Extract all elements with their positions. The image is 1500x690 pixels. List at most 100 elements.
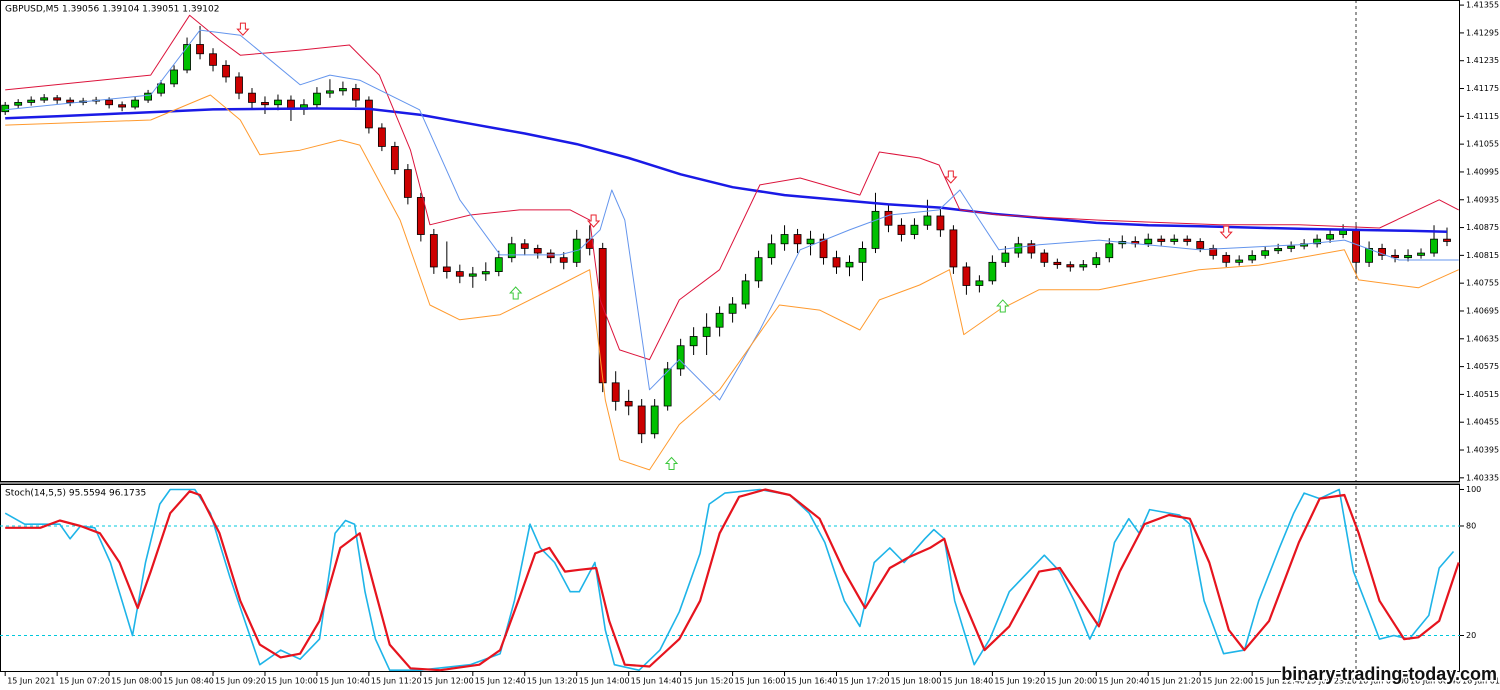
y-tick-label: 1.41115 — [1466, 112, 1499, 121]
x-tick-label: 15 Jun 17:20 — [839, 677, 890, 686]
candle-body — [326, 90, 334, 94]
candle-body — [222, 64, 230, 78]
x-tick-label: 15 Jun 08:00 — [111, 677, 162, 686]
candle-body — [27, 99, 36, 103]
signal-arrow — [236, 22, 250, 36]
candle-body — [624, 400, 633, 407]
y-tick-label: 1.41295 — [1466, 28, 1499, 37]
y-tick-label: 80 — [1466, 521, 1476, 530]
x-tick-label: 15 Jun 12:00 — [423, 677, 474, 686]
x-tick-label: 15 Jun 07:20 — [59, 677, 110, 686]
x-tick-label: 15 Jun 12:40 — [475, 677, 526, 686]
candle-body — [1235, 259, 1244, 263]
x-tick-label: 15 Jun 08:40 — [163, 677, 214, 686]
candle-body — [1105, 243, 1114, 259]
candle-body — [364, 99, 373, 129]
chart-title: Stoch(14,5,5) 95.5594 96.1735 — [5, 489, 146, 499]
y-tick-label: 1.41235 — [1466, 56, 1499, 65]
candle-body — [962, 266, 971, 286]
x-tick-label: 15 Jun 15:20 — [683, 677, 734, 686]
y-tick-label: 1.40515 — [1466, 390, 1499, 399]
candle-body — [1, 104, 10, 113]
candle-body — [871, 210, 880, 249]
candle-body — [131, 99, 139, 108]
candle-body — [1027, 243, 1036, 254]
candle-body — [1378, 248, 1386, 256]
x-tick-label: 15 Jun 23:20 — [1306, 677, 1357, 686]
x-tick-label: 15 Jun 09:20 — [215, 677, 266, 686]
candle-body — [949, 229, 958, 268]
y-tick-label: 1.40755 — [1466, 279, 1499, 288]
signal-arrow — [1219, 225, 1233, 239]
candle-body — [1352, 229, 1360, 263]
chart-title: GBPUSD,M5 1.39056 1.39104 1.39051 1.3910… — [5, 5, 219, 15]
x-tick-label: 15 Jun 2021 — [7, 677, 55, 686]
candle-body — [884, 210, 893, 226]
candle-body — [689, 336, 698, 347]
candle-body — [637, 405, 646, 435]
x-tick-label: 15 Jun 10:40 — [319, 677, 370, 686]
signal-arrow — [509, 286, 523, 300]
x-tick-label: 15 Jun 18:00 — [890, 677, 941, 686]
candle-body — [196, 44, 204, 55]
candle-body — [1443, 238, 1451, 242]
candle-body — [248, 92, 256, 103]
overlay-line — [5, 107, 1448, 233]
candle-body — [494, 257, 503, 272]
candle-body — [832, 257, 841, 268]
candle-body — [235, 76, 243, 94]
candle-body — [352, 88, 360, 101]
candle-body — [520, 243, 529, 249]
y-tick-label: 1.40875 — [1466, 223, 1499, 232]
y-tick-label: 1.40695 — [1466, 306, 1499, 315]
candle-body — [1326, 234, 1335, 240]
candle-body — [66, 99, 75, 103]
candle-body — [910, 224, 919, 235]
candle-body — [806, 238, 815, 245]
y-tick-label: 1.40815 — [1466, 251, 1499, 260]
candle-body — [611, 382, 620, 402]
x-tick-label: 15 Jun 21:20 — [1150, 677, 1201, 686]
x-tick-label: 16 Jun 00:40 — [1410, 677, 1461, 686]
candle-body — [313, 92, 321, 106]
x-tick-label: 15 Jun 18:40 — [942, 677, 993, 686]
candle-body — [1092, 257, 1101, 266]
candle-body — [650, 405, 659, 435]
y-tick-label: 1.40455 — [1466, 418, 1499, 427]
candle-body — [1261, 250, 1270, 256]
overlay-line — [5, 29, 1459, 401]
x-tick-label: 15 Jun 22:40 — [1254, 677, 1305, 686]
candle-body — [1040, 252, 1049, 263]
panel-frame — [0, 0, 1460, 482]
candle-body — [416, 197, 425, 235]
y-tick-label: 1.41355 — [1466, 1, 1499, 10]
candle-body — [144, 92, 152, 101]
candle-body — [468, 273, 477, 277]
y-tick-label: 1.41055 — [1466, 140, 1499, 149]
candle-body — [598, 248, 607, 384]
signal-arrow — [996, 299, 1010, 313]
y-tick-label: 100 — [1466, 485, 1481, 494]
x-tick-label: 16 Jun 00:00 — [1358, 677, 1409, 686]
candle-body — [1066, 264, 1075, 268]
candle-body — [339, 88, 347, 92]
x-tick-label: 15 Jun 22:00 — [1202, 677, 1253, 686]
candle-body — [715, 312, 724, 328]
candle-body — [53, 97, 62, 101]
candle-body — [936, 215, 945, 231]
candle-body — [1144, 238, 1153, 245]
x-tick-label: 15 Jun 14:00 — [579, 677, 630, 686]
candle-body — [118, 104, 126, 108]
candle-body — [14, 102, 23, 106]
candle-body — [845, 261, 854, 268]
candle-body — [1053, 261, 1062, 266]
x-tick-label: 15 Jun 11:20 — [371, 677, 422, 686]
x-tick-label: 16 Jun 01:20 — [1462, 677, 1500, 686]
candle-body — [455, 271, 464, 277]
candle-body — [1287, 245, 1296, 249]
y-tick-label: 1.40575 — [1466, 362, 1499, 371]
candle-body — [780, 234, 789, 245]
candle-body — [105, 99, 114, 106]
